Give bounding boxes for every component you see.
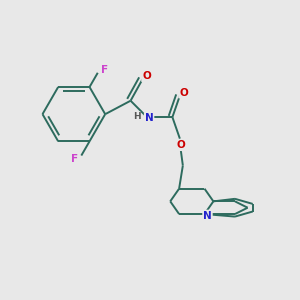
Text: H: H — [133, 112, 140, 121]
Text: F: F — [101, 65, 108, 75]
Text: O: O — [142, 71, 151, 81]
Text: O: O — [177, 140, 186, 150]
Text: N: N — [203, 211, 212, 220]
Text: F: F — [71, 154, 78, 164]
Text: O: O — [179, 88, 188, 98]
Text: N: N — [145, 113, 154, 123]
